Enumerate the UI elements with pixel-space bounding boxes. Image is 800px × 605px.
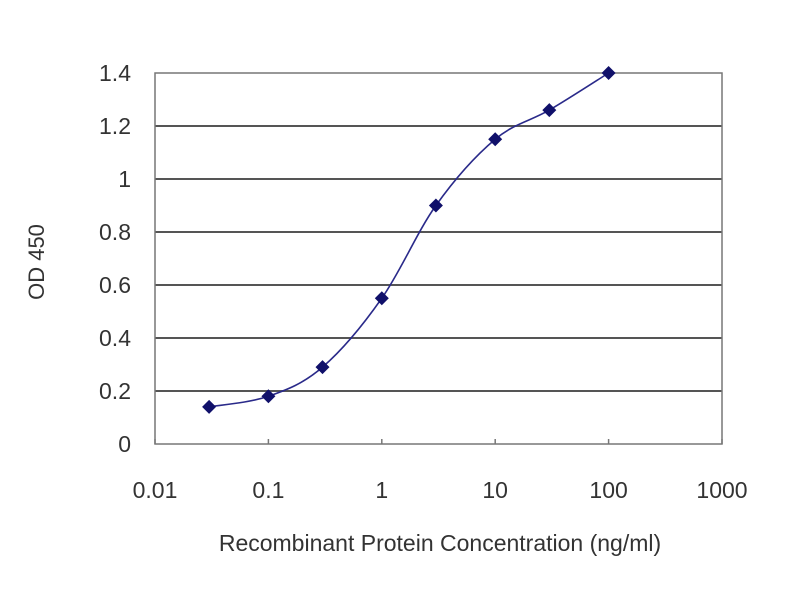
plot-area-border — [154, 72, 723, 445]
y-tick-labels: 0 0.2 0.4 0.6 0.8 1 1.2 1.4 — [99, 60, 131, 457]
y-tick-label: 0.8 — [99, 219, 131, 245]
y-tick-label: 1 — [118, 166, 131, 192]
gridlines — [154, 125, 723, 444]
x-tick-label: 100 — [589, 477, 627, 503]
data-point — [315, 360, 330, 375]
x-tick-labels: 0.01 0.1 1 10 100 1000 — [133, 477, 748, 503]
y-tick-label: 1.4 — [99, 60, 131, 86]
x-axis-label: Recombinant Protein Concentration (ng/ml… — [219, 530, 661, 556]
data-point — [202, 399, 217, 414]
x-tick-label: 1 — [375, 477, 388, 503]
x-tick-label: 0.01 — [133, 477, 178, 503]
y-tick-label: 0 — [118, 431, 131, 457]
data-point — [601, 66, 616, 80]
x-tick-label: 0.1 — [252, 477, 284, 503]
data-point — [374, 291, 389, 306]
y-axis-label: OD 450 — [24, 224, 49, 300]
x-tick-label: 1000 — [696, 477, 747, 503]
data-points — [202, 66, 616, 414]
data-point — [428, 198, 443, 213]
y-tick-label: 0.2 — [99, 378, 131, 404]
data-point — [261, 389, 276, 404]
data-point — [542, 103, 557, 118]
y-tick-label: 0.4 — [99, 325, 131, 351]
series-line — [208, 72, 610, 408]
y-tick-label: 1.2 — [99, 113, 131, 139]
data-point — [488, 132, 503, 147]
y-tick-label: 0.6 — [99, 272, 131, 298]
x-tick-label: 10 — [482, 477, 508, 503]
